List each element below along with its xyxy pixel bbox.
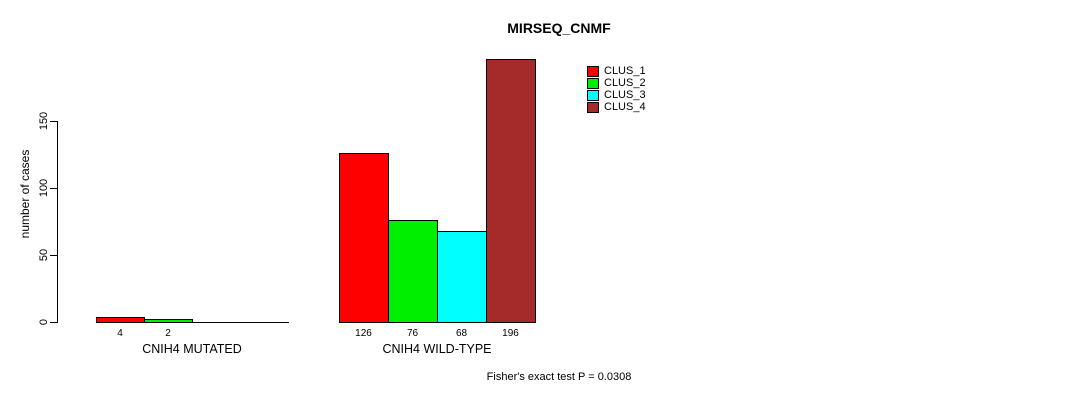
y-tick-label: 0 (38, 318, 50, 326)
y-tick-mark (50, 188, 57, 189)
bar-value-label: 2 (165, 328, 171, 339)
bar-clus_1-mutated (96, 317, 145, 323)
fisher-test-annotation: Fisher's exact test P = 0.0308 (486, 371, 632, 383)
legend-item-clus-1: CLUS_1 (587, 65, 646, 77)
bar-clus_1-wild-type (339, 153, 389, 323)
legend-swatch-icon (587, 77, 599, 89)
legend-item-clus-2: CLUS_2 (587, 77, 646, 89)
bar-clus_2-mutated (144, 319, 193, 323)
legend-swatch-icon (587, 89, 599, 101)
bar-clus_2-wild-type (388, 220, 438, 323)
y-tick-mark (50, 255, 57, 256)
legend: CLUS_1 CLUS_2 CLUS_3 CLUS_4 (587, 65, 646, 113)
y-tick-mark (50, 322, 57, 323)
chart-title: MIRSEQ_CNMF (507, 20, 611, 36)
bar-value-label: 68 (455, 328, 468, 339)
y-tick-mark (50, 121, 57, 122)
legend-label: CLUS_2 (604, 77, 646, 89)
bar-value-label: 196 (502, 328, 519, 339)
legend-label: CLUS_1 (604, 65, 646, 77)
legend-label: CLUS_4 (604, 101, 646, 113)
y-axis-label: number of cases (18, 149, 32, 239)
bar-value-label: 76 (406, 328, 419, 339)
legend-item-clus-4: CLUS_4 (587, 101, 646, 113)
y-tick-label: 150 (38, 111, 50, 131)
bar-clus_3-mutated (192, 322, 241, 323)
y-axis-line (57, 121, 58, 323)
y-tick-label: 100 (38, 178, 50, 198)
legend-item-clus-3: CLUS_3 (587, 89, 646, 101)
legend-label: CLUS_3 (604, 89, 646, 101)
y-tick-label: 50 (38, 248, 50, 262)
legend-swatch-icon (587, 65, 599, 77)
bar-clus_3-wild-type (437, 231, 487, 323)
bar-value-label: 4 (117, 328, 123, 339)
category-label-mutated: CNIH4 MUTATED (142, 342, 242, 356)
bar-value-label: 126 (355, 328, 372, 339)
bar-clus_4-mutated (240, 322, 289, 323)
category-label-wild-type: CNIH4 WILD-TYPE (382, 342, 492, 356)
bar-clus_4-wild-type (486, 59, 536, 323)
legend-swatch-icon (587, 101, 599, 113)
